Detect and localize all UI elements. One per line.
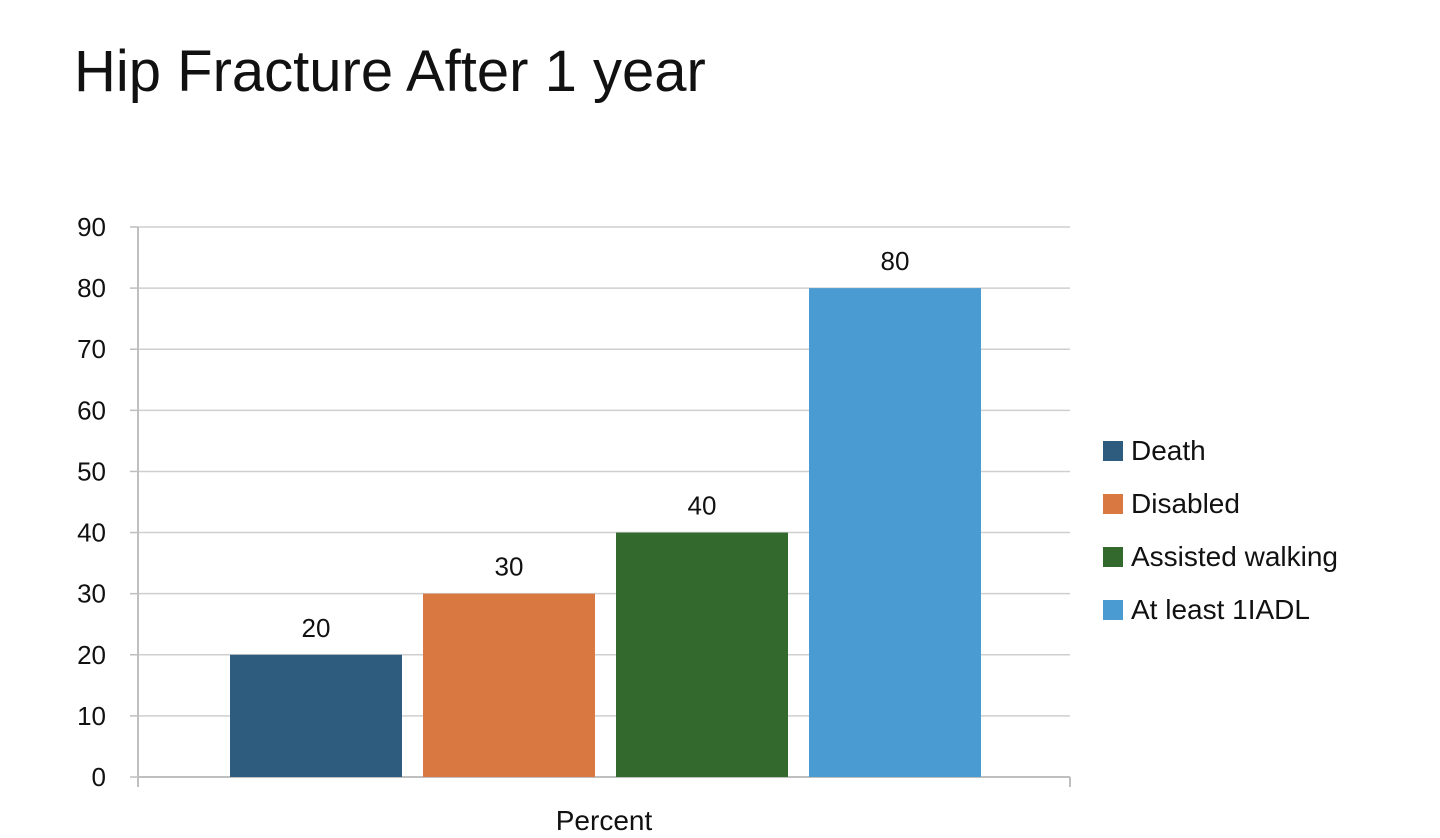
y-tick-label: 50 xyxy=(77,456,106,486)
data-labels: 20 30 40 80 xyxy=(302,246,910,643)
legend-swatch xyxy=(1103,546,1123,567)
data-label: 30 xyxy=(495,552,524,582)
y-tick-label: 10 xyxy=(77,701,106,731)
legend-label: Disabled xyxy=(1131,487,1240,519)
legend-swatch xyxy=(1103,493,1123,514)
y-tick-label: 20 xyxy=(77,640,106,670)
y-tick-label: 60 xyxy=(77,395,106,425)
legend-label: At least 1IADL xyxy=(1131,593,1310,625)
legend-label: Assisted walking xyxy=(1131,540,1338,572)
legend-item: Assisted walking xyxy=(1103,530,1338,583)
chart-legend: Death Disabled Assisted walking At least 1I… xyxy=(1103,424,1338,636)
data-label: 40 xyxy=(688,491,717,521)
y-tick-label: 70 xyxy=(77,334,106,364)
chart-title: Hip Fracture After 1 year xyxy=(74,39,706,104)
legend-item: Disabled xyxy=(1103,477,1338,530)
y-tick-label: 30 xyxy=(77,579,106,609)
bar-assisted-walking xyxy=(616,532,788,777)
bar-death xyxy=(230,654,402,777)
bars xyxy=(230,288,981,777)
bar-at-least-1iadl xyxy=(809,288,981,777)
data-label: 20 xyxy=(302,613,331,643)
legend-swatch xyxy=(1103,440,1123,461)
y-tick-label: 90 xyxy=(77,212,106,242)
bar-disabled xyxy=(423,593,595,777)
legend-item: At least 1IADL xyxy=(1103,583,1338,636)
data-label: 80 xyxy=(881,246,910,276)
y-tick-label: 40 xyxy=(77,518,106,548)
legend-label: Death xyxy=(1131,434,1206,466)
x-axis-label: Percent xyxy=(556,805,653,836)
y-axis-ticks: 0 10 20 30 40 50 60 70 80 90 xyxy=(77,212,1071,792)
y-tick-label: 80 xyxy=(77,273,106,303)
legend-swatch xyxy=(1103,599,1123,620)
y-tick-label: 0 xyxy=(92,762,106,792)
legend-item: Death xyxy=(1103,424,1338,477)
